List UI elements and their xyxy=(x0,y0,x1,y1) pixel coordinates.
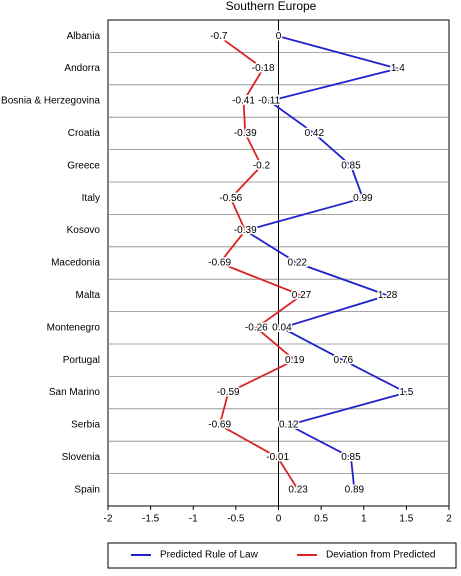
value-label: 0.04 xyxy=(272,322,292,333)
y-tick-label: Macedonia xyxy=(51,258,100,269)
value-label: 1.4 xyxy=(391,63,405,74)
legend-box xyxy=(107,542,457,569)
value-label: -0.18 xyxy=(252,63,275,74)
y-tick-label: Andorra xyxy=(64,63,100,74)
value-label: 1.5 xyxy=(399,387,413,398)
value-label: -0.26 xyxy=(245,322,268,333)
value-label: -0.41 xyxy=(232,96,255,107)
value-label: -0.7 xyxy=(210,31,228,42)
value-label: -0.39 xyxy=(234,225,257,236)
x-tick-label: -1 xyxy=(189,514,198,525)
value-label: -0.59 xyxy=(217,387,240,398)
value-label: 0 xyxy=(276,31,282,42)
value-label: -0.11 xyxy=(258,96,280,107)
y-tick-label: Slovenia xyxy=(62,452,101,463)
y-tick-label: Serbia xyxy=(71,420,100,431)
x-tick-label: 0.5 xyxy=(314,514,328,525)
y-tick-label: Albania xyxy=(67,31,101,42)
chart-title: Southern Europe xyxy=(226,0,317,13)
legend-label: Predicted Rule of Law xyxy=(160,550,259,561)
y-tick-label: Portugal xyxy=(63,355,100,366)
value-label: 0.89 xyxy=(345,484,365,495)
series-line xyxy=(218,35,304,491)
value-label: 0.42 xyxy=(305,128,325,139)
y-tick-label: Italy xyxy=(82,193,100,204)
y-tick-label: Montenegro xyxy=(47,322,101,333)
value-label: 0.76 xyxy=(334,355,354,366)
value-label: 0.27 xyxy=(292,290,312,301)
value-label: -0.39 xyxy=(234,128,257,139)
value-label: 0.22 xyxy=(288,258,308,269)
value-label: -0.2 xyxy=(253,160,271,171)
x-tick-label: 0 xyxy=(276,514,282,525)
x-tick-label: -2 xyxy=(104,514,113,525)
value-label: 0.99 xyxy=(353,193,373,204)
y-tick-label: Greece xyxy=(67,160,100,171)
value-label: 0.12 xyxy=(279,420,299,431)
value-label: -0.56 xyxy=(219,193,242,204)
legend-label: Deviation from Predicted xyxy=(326,550,436,561)
x-tick-label: 1.5 xyxy=(399,514,413,525)
y-tick-label: Kosovo xyxy=(67,225,101,236)
value-label: 0.85 xyxy=(341,452,361,463)
y-tick-label: Spain xyxy=(74,484,100,495)
x-tick-label: -0.5 xyxy=(227,514,245,525)
value-label: 0.19 xyxy=(285,355,305,366)
y-tick-label: Bosnia & Herzegovina xyxy=(1,96,100,107)
value-label: -0.01 xyxy=(266,452,289,463)
x-tick-label: -1.5 xyxy=(142,514,160,525)
value-label: 0.23 xyxy=(288,484,308,495)
value-label: -0.69 xyxy=(208,258,231,269)
value-label: -0.69 xyxy=(208,420,231,431)
value-label: -0.39 xyxy=(234,225,257,236)
y-tick-label: Malta xyxy=(76,290,101,301)
series-line xyxy=(243,35,409,490)
y-tick-label: Croatia xyxy=(68,128,101,139)
x-tick-label: 1 xyxy=(361,514,367,525)
y-tick-label: San Marino xyxy=(49,387,101,398)
x-tick-label: 2 xyxy=(446,514,452,525)
value-label: 0.85 xyxy=(341,160,361,171)
value-label: 1.28 xyxy=(378,290,398,301)
